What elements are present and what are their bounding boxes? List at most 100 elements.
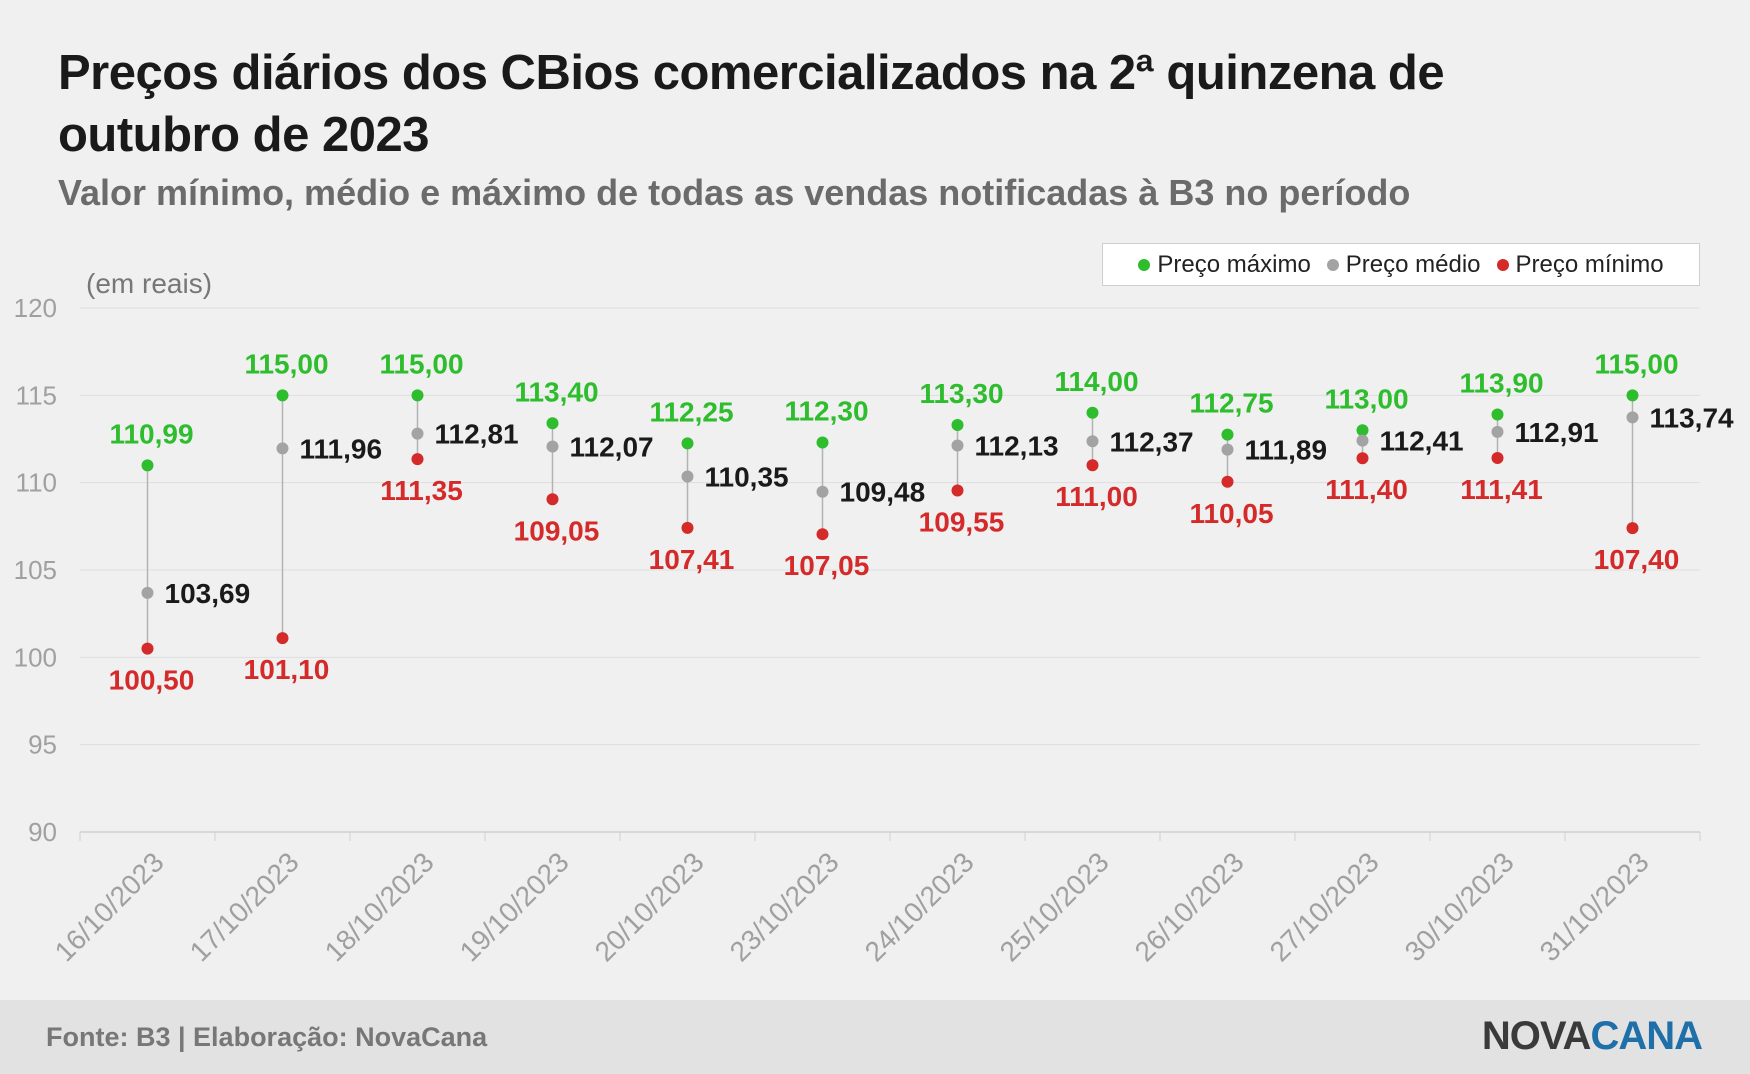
min-value-label: 110,05 <box>1189 498 1273 529</box>
min-point <box>951 484 964 497</box>
avg-point <box>1221 443 1234 456</box>
min-point <box>141 642 154 655</box>
source-text: Fonte: B3 | Elaboração: NovaCana <box>46 1022 488 1052</box>
legend-label-avg: Preço médio <box>1345 250 1481 278</box>
y-tick-label: 105 <box>14 555 57 585</box>
y-tick-label: 95 <box>28 730 57 760</box>
avg-point <box>951 439 964 452</box>
max-point <box>1221 428 1234 441</box>
min-value-label: 107,40 <box>1594 544 1680 575</box>
min-value-label: 111,35 <box>380 475 463 506</box>
legend-label-max: Preço máximo <box>1157 250 1311 278</box>
brand-logo-part2: CANA <box>1590 1014 1703 1058</box>
min-point <box>1491 452 1504 465</box>
max-point <box>1626 389 1639 402</box>
max-point <box>816 436 829 449</box>
y-tick-label: 110 <box>16 468 57 498</box>
max-value-label: 112,25 <box>649 396 733 427</box>
min-value-label: 100,50 <box>109 665 195 696</box>
x-tick-label: 19/10/2023 <box>454 846 575 967</box>
avg-value-label: 113,74 <box>1650 402 1735 433</box>
min-value-label: 109,05 <box>514 515 600 546</box>
max-point <box>276 389 289 402</box>
avg-point <box>141 586 154 599</box>
x-tick-label: 17/10/2023 <box>184 846 305 967</box>
max-value-label: 110,99 <box>109 418 193 449</box>
max-value-label: 112,75 <box>1189 388 1273 419</box>
brand-logo: NOVACANA <box>1481 1014 1703 1059</box>
min-value-label: 107,41 <box>649 544 735 575</box>
max-value-label: 115,00 <box>379 348 463 379</box>
min-value-label: 111,41 <box>1460 474 1543 505</box>
avg-point <box>276 442 289 455</box>
chart-subtitle: Valor mínimo, médio e máximo de todas as… <box>58 172 1411 213</box>
avg-point <box>1626 411 1639 424</box>
x-tick-label: 18/10/2023 <box>319 846 440 967</box>
avg-value-label: 112,13 <box>975 430 1059 461</box>
x-tick-label: 31/10/2023 <box>1534 846 1655 967</box>
avg-point <box>1356 434 1369 447</box>
min-value-label: 101,10 <box>244 654 330 685</box>
legend-dot-max <box>1138 258 1151 271</box>
y-unit-label: (em reais) <box>86 268 213 299</box>
max-point <box>1086 406 1099 419</box>
min-value-label: 109,55 <box>919 507 1005 538</box>
max-point <box>1356 424 1369 437</box>
min-point <box>816 528 829 541</box>
max-point <box>951 419 964 432</box>
min-point <box>1221 475 1234 488</box>
chart-title: Preços diários dos CBios comercializados… <box>58 46 1445 162</box>
max-value-label: 115,00 <box>244 348 328 379</box>
min-point <box>1626 522 1639 535</box>
x-tick-label: 20/10/2023 <box>589 846 710 967</box>
y-tick-label: 115 <box>16 380 57 410</box>
footer: Fonte: B3 | Elaboração: NovaCana NOVACAN… <box>0 1000 1750 1074</box>
legend-item-max: Preço máximo <box>1138 250 1311 279</box>
avg-value-label: 111,89 <box>1245 435 1328 466</box>
avg-value-label: 112,81 <box>435 419 519 450</box>
avg-point <box>1086 435 1099 448</box>
y-tick-label: 120 <box>14 293 57 323</box>
max-point <box>546 417 559 430</box>
legend-dot-avg <box>1326 258 1339 271</box>
y-tick-label: 90 <box>28 817 57 847</box>
avg-value-label: 109,48 <box>840 477 926 508</box>
x-tick-label: 24/10/2023 <box>859 846 980 967</box>
max-point <box>1491 408 1504 421</box>
min-point <box>1356 452 1369 465</box>
min-point <box>276 632 289 645</box>
x-tick-label: 26/10/2023 <box>1129 846 1250 967</box>
max-value-label: 112,30 <box>784 395 868 426</box>
legend: Preço máximo Preço médio Preço mínimo <box>1102 243 1700 286</box>
min-point <box>681 521 694 534</box>
x-tick-label: 16/10/2023 <box>49 846 170 967</box>
y-tick-label: 100 <box>14 642 57 672</box>
min-value-label: 111,40 <box>1325 474 1408 505</box>
max-value-label: 113,90 <box>1459 368 1543 399</box>
legend-label-min: Preço mínimo <box>1515 250 1664 278</box>
max-value-label: 113,30 <box>919 378 1003 409</box>
avg-value-label: 103,69 <box>165 578 251 609</box>
avg-value-label: 110,35 <box>705 462 789 493</box>
min-value-label: 111,00 <box>1055 481 1138 512</box>
avg-point <box>411 427 424 440</box>
max-point <box>141 459 154 472</box>
brand-logo-part1: NOVA <box>1481 1014 1592 1058</box>
max-value-label: 113,40 <box>514 376 598 407</box>
max-point <box>681 437 694 450</box>
avg-point <box>1491 425 1504 438</box>
avg-point <box>546 440 559 453</box>
avg-value-label: 112,37 <box>1110 426 1194 457</box>
avg-value-label: 111,96 <box>300 433 383 464</box>
x-tick-label: 30/10/2023 <box>1399 846 1520 967</box>
min-point <box>1086 459 1099 472</box>
avg-value-label: 112,07 <box>570 432 654 463</box>
x-tick-label: 27/10/2023 <box>1264 846 1385 967</box>
max-value-label: 115,00 <box>1594 348 1678 379</box>
min-point <box>411 453 424 466</box>
avg-value-label: 112,41 <box>1380 426 1464 457</box>
x-tick-label: 23/10/2023 <box>724 846 845 967</box>
x-tick-label: 25/10/2023 <box>994 846 1115 967</box>
avg-point <box>681 470 694 483</box>
